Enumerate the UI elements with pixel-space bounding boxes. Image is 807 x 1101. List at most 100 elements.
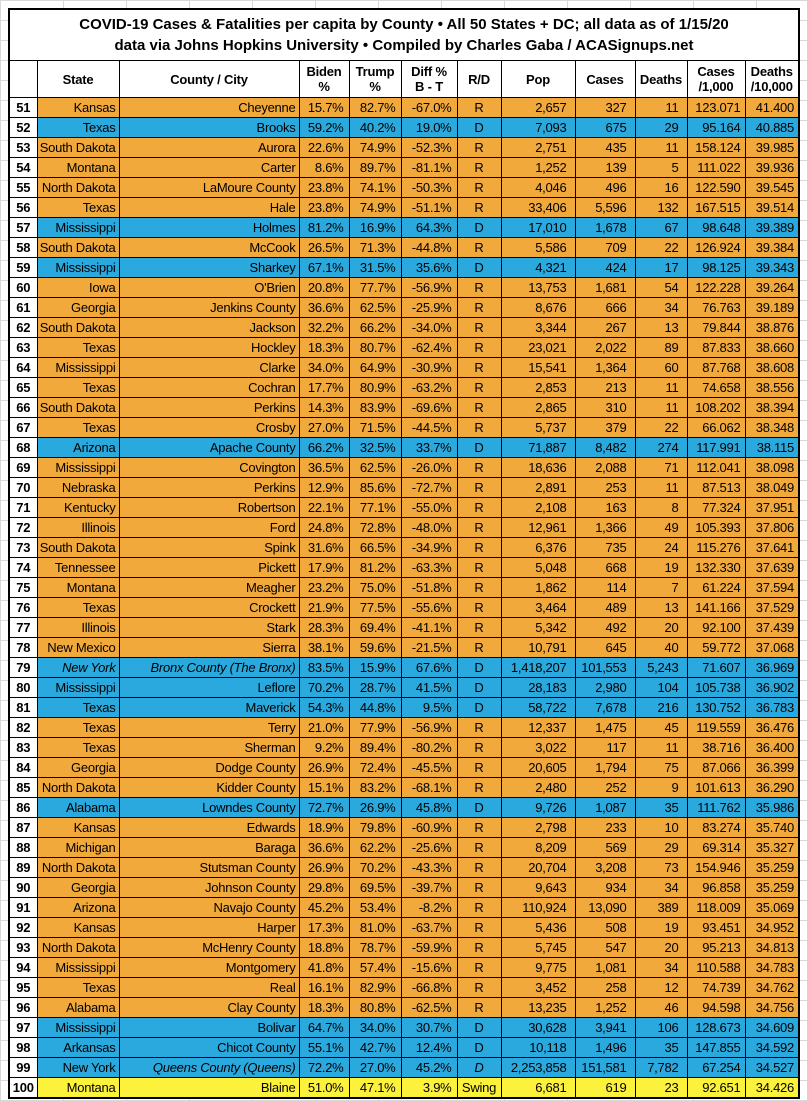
cell-pop[interactable]: 5,737 <box>500 417 576 438</box>
cell-deaths[interactable]: 11 <box>634 477 688 498</box>
cell-cases[interactable]: 668 <box>574 557 636 578</box>
cell-pop[interactable]: 18,636 <box>500 457 576 478</box>
cell-county[interactable]: Hale <box>118 197 300 218</box>
cell-deaths-per-10000[interactable]: 34.426 <box>744 1077 800 1099</box>
cell-diff[interactable]: 35.6% <box>400 257 458 278</box>
cell-county[interactable]: Leflore <box>118 677 300 698</box>
cell-deaths[interactable]: 11 <box>634 377 688 398</box>
cell-deaths[interactable]: 11 <box>634 397 688 418</box>
cell-county[interactable]: Crockett <box>118 597 300 618</box>
cell-cases[interactable]: 1,678 <box>574 217 636 238</box>
cell-trump[interactable]: 62.2% <box>348 837 402 858</box>
cell-cases[interactable]: 489 <box>574 597 636 618</box>
cell-deaths-per-10000[interactable]: 34.762 <box>744 977 800 998</box>
cell-state[interactable]: Tennessee <box>36 557 120 578</box>
cell-biden[interactable]: 15.1% <box>298 777 350 798</box>
cell-rd[interactable]: R <box>456 277 502 298</box>
row-rank-cell[interactable]: 60 <box>8 277 38 298</box>
row-rank-cell[interactable]: 65 <box>8 377 38 398</box>
cell-rd[interactable]: R <box>456 977 502 998</box>
cell-pop[interactable]: 8,209 <box>500 837 576 858</box>
row-rank-cell[interactable]: 100 <box>8 1077 38 1099</box>
cell-trump[interactable]: 80.9% <box>348 377 402 398</box>
cell-biden[interactable]: 45.2% <box>298 897 350 918</box>
cell-trump[interactable]: 79.8% <box>348 817 402 838</box>
cell-trump[interactable]: 81.2% <box>348 557 402 578</box>
cell-county[interactable]: Kidder County <box>118 777 300 798</box>
cell-diff[interactable]: -45.5% <box>400 757 458 778</box>
cell-biden[interactable]: 24.8% <box>298 517 350 538</box>
cell-biden[interactable]: 54.3% <box>298 697 350 718</box>
cell-cases[interactable]: 1,087 <box>574 797 636 818</box>
cell-pop[interactable]: 3,022 <box>500 737 576 758</box>
cell-deaths[interactable]: 7 <box>634 577 688 598</box>
cell-deaths-per-10000[interactable]: 39.514 <box>744 197 800 218</box>
cell-pop[interactable]: 7,093 <box>500 117 576 138</box>
cell-biden[interactable]: 70.2% <box>298 677 350 698</box>
cell-deaths-per-10000[interactable]: 36.399 <box>744 757 800 778</box>
cell-deaths[interactable]: 54 <box>634 277 688 298</box>
cell-cases-per-1000[interactable]: 128.673 <box>686 1017 746 1038</box>
cell-state[interactable]: New Mexico <box>36 637 120 658</box>
cell-state[interactable]: North Dakota <box>36 937 120 958</box>
row-rank-cell[interactable]: 78 <box>8 637 38 658</box>
cell-cases-per-1000[interactable]: 122.228 <box>686 277 746 298</box>
cell-trump[interactable]: 59.6% <box>348 637 402 658</box>
cell-diff[interactable]: -41.1% <box>400 617 458 638</box>
cell-cases[interactable]: 508 <box>574 917 636 938</box>
row-rank-cell[interactable]: 79 <box>8 657 38 678</box>
cell-trump[interactable]: 69.5% <box>348 877 402 898</box>
cell-state[interactable]: Illinois <box>36 617 120 638</box>
cell-deaths[interactable]: 34 <box>634 297 688 318</box>
cell-diff[interactable]: -50.3% <box>400 177 458 198</box>
cell-state[interactable]: Texas <box>36 697 120 718</box>
cell-cases[interactable]: 253 <box>574 477 636 498</box>
cell-rd[interactable]: D <box>456 1017 502 1038</box>
cell-rd[interactable]: R <box>456 717 502 738</box>
row-rank-cell[interactable]: 89 <box>8 857 38 878</box>
cell-county[interactable]: Lowndes County <box>118 797 300 818</box>
cell-cases[interactable]: 267 <box>574 317 636 338</box>
cell-pop[interactable]: 71,887 <box>500 437 576 458</box>
cell-trump[interactable]: 74.9% <box>348 137 402 158</box>
cell-diff[interactable]: -52.3% <box>400 137 458 158</box>
cell-deaths-per-10000[interactable]: 39.264 <box>744 277 800 298</box>
cell-rd[interactable]: R <box>456 417 502 438</box>
cell-deaths[interactable]: 22 <box>634 237 688 258</box>
cell-deaths-per-10000[interactable]: 34.592 <box>744 1037 800 1058</box>
row-rank-cell[interactable]: 57 <box>8 217 38 238</box>
cell-deaths-per-10000[interactable]: 34.609 <box>744 1017 800 1038</box>
cell-trump[interactable]: 82.9% <box>348 977 402 998</box>
cell-trump[interactable]: 44.8% <box>348 697 402 718</box>
cell-diff[interactable]: -39.7% <box>400 877 458 898</box>
cell-trump[interactable]: 69.4% <box>348 617 402 638</box>
cell-cases[interactable]: 675 <box>574 117 636 138</box>
cell-cases-per-1000[interactable]: 79.844 <box>686 317 746 338</box>
cell-county[interactable]: Aurora <box>118 137 300 158</box>
cell-cases[interactable]: 492 <box>574 617 636 638</box>
cell-state[interactable]: Texas <box>36 377 120 398</box>
cell-cases-per-1000[interactable]: 76.763 <box>686 297 746 318</box>
cell-cases[interactable]: 547 <box>574 937 636 958</box>
cell-deaths[interactable]: 10 <box>634 817 688 838</box>
cell-deaths[interactable]: 45 <box>634 717 688 738</box>
cell-cases[interactable]: 379 <box>574 417 636 438</box>
cell-deaths[interactable]: 11 <box>634 737 688 758</box>
cell-state[interactable]: Michigan <box>36 837 120 858</box>
cell-rd[interactable]: R <box>456 297 502 318</box>
cell-deaths-per-10000[interactable]: 38.098 <box>744 457 800 478</box>
cell-pop[interactable]: 12,337 <box>500 717 576 738</box>
cell-deaths[interactable]: 89 <box>634 337 688 358</box>
cell-county[interactable]: Sherman <box>118 737 300 758</box>
cell-deaths-per-10000[interactable]: 37.594 <box>744 577 800 598</box>
cell-cases[interactable]: 735 <box>574 537 636 558</box>
row-rank-cell[interactable]: 56 <box>8 197 38 218</box>
cell-biden[interactable]: 59.2% <box>298 117 350 138</box>
cell-rd[interactable]: D <box>456 677 502 698</box>
cell-trump[interactable]: 77.1% <box>348 497 402 518</box>
cell-deaths[interactable]: 5,243 <box>634 657 688 678</box>
cell-rd[interactable]: R <box>456 637 502 658</box>
row-rank-cell[interactable]: 93 <box>8 937 38 958</box>
cell-state[interactable]: Texas <box>36 737 120 758</box>
cell-biden[interactable]: 15.7% <box>298 97 350 118</box>
